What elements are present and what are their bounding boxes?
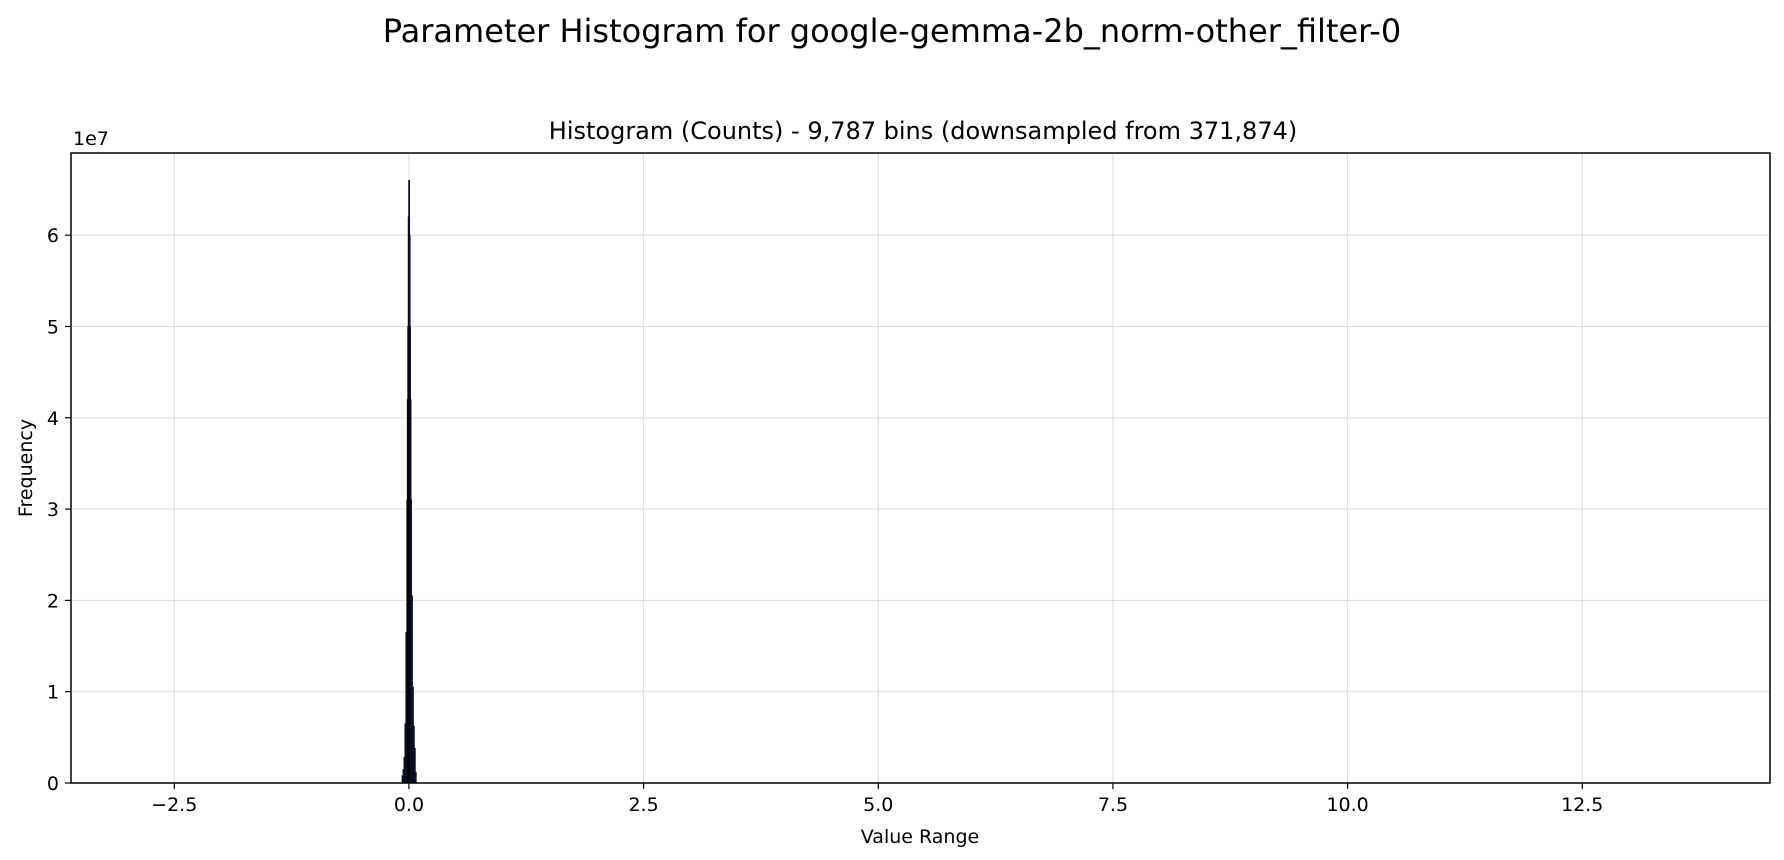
x-tick-label: 7.5 xyxy=(1098,794,1128,816)
y-tick-label: 1 xyxy=(47,682,59,704)
x-tick-label: 12.5 xyxy=(1561,794,1603,816)
x-tick-label: 10.0 xyxy=(1326,794,1368,816)
y-tick-label: 0 xyxy=(47,773,59,795)
x-axis-label: Value Range xyxy=(861,826,979,848)
histogram-bar xyxy=(414,771,417,784)
x-tick-label: 0.0 xyxy=(394,794,424,816)
y-axis-label: Frequency xyxy=(15,419,37,517)
y-tick-label: 6 xyxy=(47,225,59,247)
x-tick-label: 2.5 xyxy=(628,794,658,816)
grid-lines xyxy=(71,153,1770,784)
x-axis-ticks: −2.5 0.0 2.5 5.0 7.5 10.0 12.5 xyxy=(151,783,1603,816)
figure-suptitle: Parameter Histogram for google-gemma-2b_… xyxy=(383,12,1401,50)
x-tick-label: −2.5 xyxy=(151,794,197,816)
plot-frame xyxy=(70,152,1771,784)
y-tick-label: 2 xyxy=(47,590,59,612)
y-tick-label: 5 xyxy=(47,316,59,338)
histogram-bars xyxy=(401,180,417,784)
y-tick-label: 3 xyxy=(47,499,59,521)
y-tick-label: 4 xyxy=(47,408,59,430)
x-tick-label: 5.0 xyxy=(863,794,893,816)
y-axis-ticks: 0 1 2 3 4 5 6 xyxy=(47,225,71,795)
y-axis-offset-label: 1e7 xyxy=(73,128,109,150)
chart-title: Histogram (Counts) - 9,787 bins (downsam… xyxy=(549,117,1297,145)
